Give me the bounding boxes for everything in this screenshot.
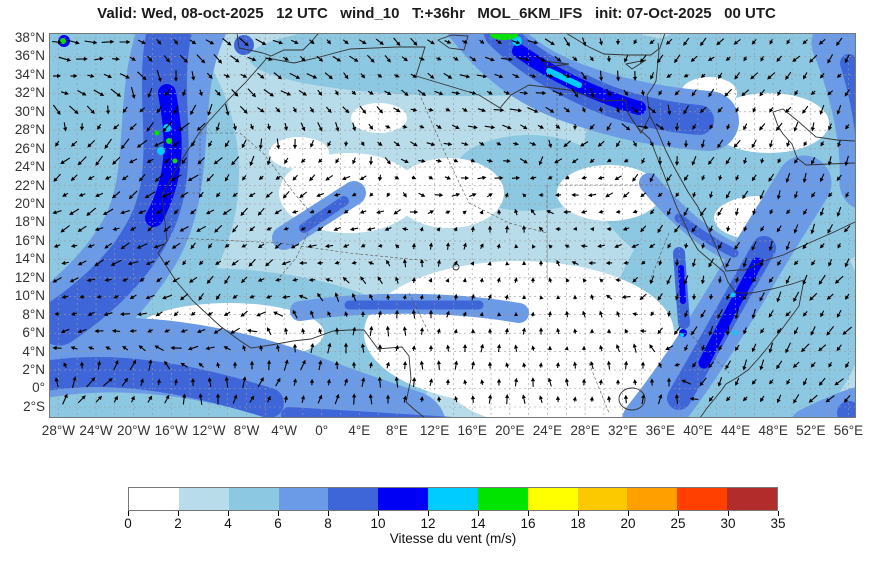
lon-tick-label: 16°W	[154, 423, 188, 438]
lon-tick-label: 12°W	[192, 423, 226, 438]
wind-map-canvas	[49, 33, 856, 418]
lat-tick-label: 36°N	[14, 48, 45, 64]
lat-tick-label: 10°N	[14, 288, 45, 304]
lon-tick-label: 0°	[315, 423, 329, 438]
colorbar-segment	[477, 488, 528, 510]
colorbar-tick	[478, 511, 479, 516]
lat-tick-label: 8°N	[22, 306, 45, 322]
colorbar-segment	[228, 488, 279, 510]
lon-tick-label: 24°E	[532, 423, 563, 438]
lat-tick-label: 34°N	[14, 66, 45, 82]
lat-tick-label: 26°N	[14, 140, 45, 156]
lon-tick-label: 16°E	[457, 423, 487, 438]
map-title: Valid: Wed, 08-oct-2025 12 UTC wind_10 T…	[97, 5, 776, 22]
colorbar-segment	[577, 488, 628, 510]
colorbar-segment	[178, 488, 229, 510]
colorbar-segment	[378, 488, 429, 510]
lon-tick-label: 8°W	[233, 423, 260, 438]
coastlines	[157, 33, 856, 418]
lat-tick-label: 22°N	[14, 177, 45, 193]
colorbar-tick	[128, 511, 129, 516]
colorbar-tick-label: 12	[420, 516, 436, 531]
lon-tick-label: 20°W	[117, 423, 151, 438]
colorbar-segment	[428, 488, 478, 510]
lat-tick-label: 2°S	[23, 398, 45, 414]
lon-tick-label: 4°E	[348, 423, 371, 438]
colorbar-tick	[378, 511, 379, 516]
lat-tick-label: 12°N	[14, 269, 45, 285]
wind-map	[49, 33, 856, 418]
colorbar-tick-label: 10	[370, 516, 386, 531]
lat-tick-label: 14°N	[14, 251, 45, 267]
colorbar: 0 2 4 6 8 10 12 14 16 18 20 25 30 35	[124, 487, 786, 533]
lon-tick-label: 32°E	[607, 423, 638, 438]
colorbar-gradient	[128, 487, 778, 511]
lon-tick-label: 40°E	[683, 423, 713, 438]
colorbar-tick	[178, 511, 179, 516]
colorbar-segment	[278, 488, 329, 510]
colorbar-segment	[627, 488, 678, 510]
lon-tick-label: 8°E	[386, 423, 408, 438]
colorbar-tick	[678, 511, 679, 516]
lat-tick-label: 16°N	[14, 232, 45, 248]
colorbar-segment	[727, 488, 777, 510]
colorbar-tick-label: 16	[520, 516, 536, 531]
lon-tick-label: 28°E	[570, 423, 600, 438]
colorbar-tick-label: 20	[620, 516, 636, 531]
wind-vectors	[52, 37, 852, 405]
lat-tick-label: 0°	[32, 380, 45, 396]
lon-tick-label: 52°E	[796, 423, 826, 438]
colorbar-tick	[728, 511, 729, 516]
lon-tick-label: 56°E	[833, 423, 864, 438]
lat-tick-label: 4°N	[22, 343, 45, 359]
colorbar-tick-label: 8	[324, 516, 332, 531]
colorbar-tick-label: 0	[124, 516, 132, 531]
lon-tick-label: 4°W	[271, 423, 297, 438]
colorbar-segment	[328, 488, 379, 510]
lat-tick-label: 20°N	[14, 196, 45, 211]
lon-tick-label: 36°E	[645, 423, 676, 438]
lon-tick-label: 24°W	[79, 423, 113, 438]
lat-tick-label: 2°N	[22, 362, 45, 378]
colorbar-tick-label: 18	[570, 516, 586, 531]
colorbar-segment	[527, 488, 578, 510]
lat-tick-label: 30°N	[14, 103, 45, 119]
lon-tick-label: 48°E	[758, 423, 788, 438]
colorbar-tick-label: 25	[670, 516, 686, 531]
colorbar-tick	[228, 511, 229, 516]
country-borders	[162, 92, 730, 414]
colorbar-tick	[578, 511, 579, 516]
lat-tick-label: 18°N	[14, 214, 45, 230]
colorbar-tick-label: 4	[224, 516, 232, 531]
colorbar-tick-label: 2	[174, 516, 182, 531]
colorbar-segment	[677, 488, 728, 510]
colorbar-caption: Vitesse du vent (m/s)	[389, 531, 517, 546]
colorbar-tick	[278, 511, 279, 516]
lat-tick-label: 32°N	[14, 85, 45, 101]
lat-tick-label: 28°N	[14, 122, 45, 138]
colorbar-tick-label: 30	[720, 516, 736, 531]
colorbar-tick	[528, 511, 529, 516]
colorbar-tick	[778, 511, 779, 516]
colorbar-segment	[129, 488, 179, 510]
colorbar-tick-label: 14	[470, 516, 486, 531]
colorbar-tick-label: 6	[274, 516, 282, 531]
map-frame	[49, 33, 856, 418]
lat-tick-label: 24°N	[14, 159, 45, 175]
lat-tick-label: 6°N	[22, 325, 45, 341]
colorbar-tick	[628, 511, 629, 516]
lon-tick-label: 12°E	[419, 423, 450, 438]
colorbar-tick-label: 35	[770, 516, 786, 531]
lat-tick-label: 38°N	[14, 29, 45, 45]
lon-tick-label: 44°E	[720, 423, 751, 438]
colorbar-tick	[428, 511, 429, 516]
colorbar-tick	[328, 511, 329, 516]
lon-tick-label: 28°W	[41, 423, 75, 438]
lon-tick-label: 20°E	[495, 423, 525, 438]
